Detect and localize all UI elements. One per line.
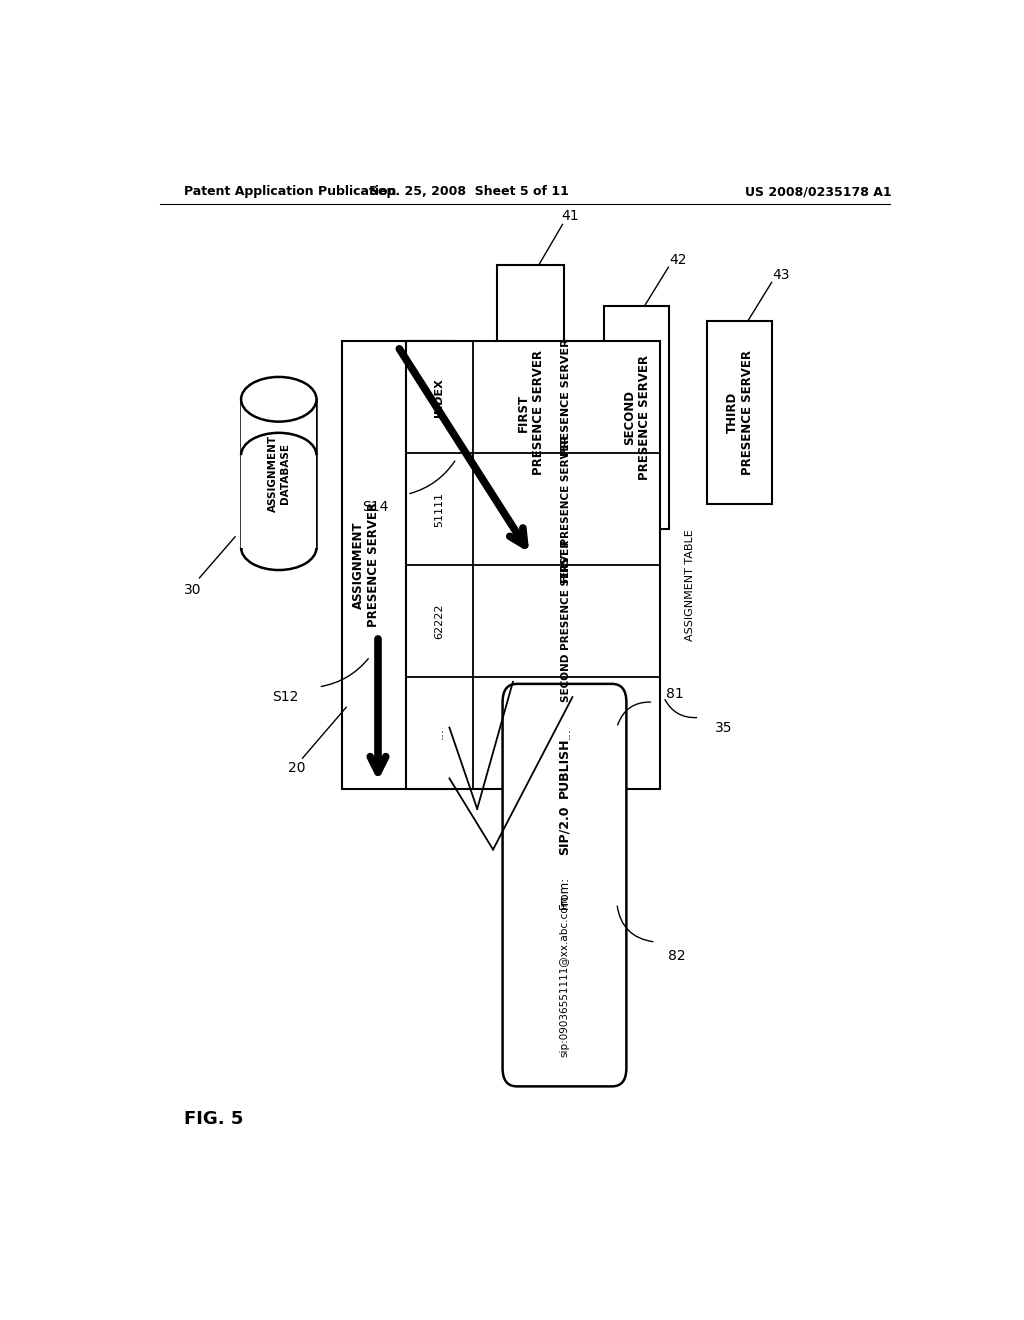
Text: 20: 20: [289, 762, 306, 775]
Text: SIP/2.0: SIP/2.0: [558, 805, 571, 855]
Text: SECOND
PRESENCE SERVER: SECOND PRESENCE SERVER: [623, 355, 650, 480]
Text: S12: S12: [272, 690, 299, 704]
Bar: [497, 265, 564, 560]
Text: ASSIGNMENT
PRESENCE SERVER: ASSIGNMENT PRESENCE SERVER: [352, 503, 380, 627]
Text: ASSIGNMENT
DATABASE: ASSIGNMENT DATABASE: [268, 434, 290, 512]
Text: Patent Application Publication: Patent Application Publication: [183, 185, 396, 198]
Text: 35: 35: [715, 721, 733, 735]
Ellipse shape: [241, 378, 316, 421]
Text: PUBLISH: PUBLISH: [558, 738, 571, 799]
Text: 41: 41: [561, 210, 580, 223]
Text: 62222: 62222: [434, 603, 444, 639]
Text: THIRD
PRESENCE SERVER: THIRD PRESENCE SERVER: [726, 350, 754, 475]
Bar: [604, 306, 670, 529]
Text: 43: 43: [772, 268, 790, 282]
Bar: [342, 342, 454, 788]
Text: 82: 82: [668, 949, 685, 964]
Text: FIG. 5: FIG. 5: [183, 1110, 243, 1127]
Text: ASSIGNMENT TABLE: ASSIGNMENT TABLE: [685, 529, 695, 642]
Text: FIRST PRESENCE SERVER: FIRST PRESENCE SERVER: [561, 436, 571, 583]
Text: INDEX: INDEX: [434, 378, 444, 417]
Text: ...: ...: [433, 727, 446, 739]
Text: ...: ...: [560, 727, 573, 739]
Text: FIRST
PRESENCE SERVER: FIRST PRESENCE SERVER: [517, 350, 545, 475]
FancyBboxPatch shape: [503, 684, 627, 1086]
Text: 81: 81: [666, 686, 684, 701]
Text: 30: 30: [184, 583, 202, 598]
Text: US 2008/0235178 A1: US 2008/0235178 A1: [745, 185, 892, 198]
Text: From:: From:: [558, 876, 571, 909]
Text: 42: 42: [670, 253, 687, 267]
Text: Sep. 25, 2008  Sheet 5 of 11: Sep. 25, 2008 Sheet 5 of 11: [370, 185, 569, 198]
Text: S14: S14: [362, 499, 389, 513]
Text: 51111: 51111: [434, 491, 444, 527]
Bar: [708, 321, 772, 504]
Bar: [406, 342, 659, 788]
Text: PRESENCE SERVER: PRESENCE SERVER: [561, 338, 571, 457]
Text: sip:09036551111@xx.abc.com: sip:09036551111@xx.abc.com: [559, 896, 569, 1057]
Bar: [241, 399, 316, 548]
Text: SECOND PRESENCE SERVER: SECOND PRESENCE SERVER: [561, 540, 571, 702]
